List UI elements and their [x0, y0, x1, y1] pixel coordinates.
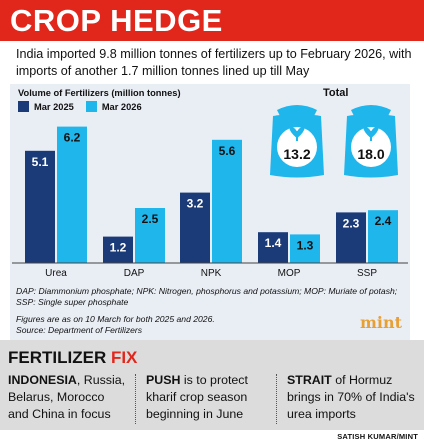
data-label-mop-mar2025: 1.4	[265, 236, 282, 250]
chart-title: Volume of Fertilizers (million tonnes)	[18, 88, 181, 98]
fix-title-part1: FERTILIZER	[8, 348, 107, 367]
header-banner: CROP HEDGE	[0, 0, 424, 41]
fertilizer-bag-icon	[270, 105, 324, 178]
legend-swatch-mar2025	[18, 101, 29, 112]
data-label-urea-mar2025: 5.1	[32, 155, 49, 169]
fix-divider-2	[276, 374, 277, 424]
legend-label-mar2025: Mar 2025	[34, 101, 74, 112]
note-source: Source: Department of Fertilizers	[16, 325, 143, 335]
x-tick-label-npk: NPK	[201, 268, 222, 279]
credit: SATISH KUMAR/MINT	[337, 432, 418, 441]
note-line1: Figures are as on 10 March for both 2025…	[16, 314, 215, 324]
fix-item-1-bold: INDONESIA	[8, 373, 77, 387]
bar-urea-mar2025	[25, 150, 55, 263]
data-label-dap-mar2025: 1.2	[110, 241, 127, 255]
fix-item-2: PUSH is to protect kharif crop season be…	[146, 372, 268, 423]
fertilizer-bag-icon	[344, 105, 398, 178]
bar-dap-mar2025	[103, 236, 133, 263]
x-tick-label-urea: Urea	[45, 268, 67, 279]
total-value-mar2026: 18.0	[357, 146, 385, 162]
fix-item-2-text: is to protect kharif crop season beginni…	[146, 373, 248, 421]
data-label-urea-mar2026: 6.2	[64, 131, 81, 145]
fix-item-3-text: of Hormuz brings in 70% of India's urea …	[287, 373, 415, 421]
bar-npk-mar2026	[212, 139, 242, 263]
x-tick-label-mop: MOP	[278, 268, 301, 279]
fix-title-part2: FIX	[110, 348, 138, 367]
mint-logo: mint	[360, 313, 403, 332]
data-label-ssp-mar2025: 2.3	[343, 216, 360, 230]
subtitle: India imported 9.8 million tonnes of fer…	[16, 47, 412, 78]
chart-svg: 5.1 6.2 1.2 2.5 3.2 5.6 1.4 1.3 2.3 2.4 Urea DAP NP…	[12, 105, 408, 279]
legend-label-mar2026: Mar 2026	[101, 101, 142, 112]
data-label-ssp-mar2026: 2.4	[375, 214, 392, 228]
source-note: Figures are as on 10 March for both 2025…	[16, 314, 336, 336]
data-label-npk-mar2025: 3.2	[187, 197, 204, 211]
fertilizer-fix-box	[0, 340, 424, 430]
fix-item-2-bold: PUSH	[146, 373, 181, 387]
bar-npk-mar2025	[180, 192, 210, 263]
legend-item-mar2025: Mar 2025	[18, 101, 74, 112]
page-title: CROP HEDGE	[10, 3, 223, 38]
chart-legend: Mar 2025 Mar 2026	[18, 101, 154, 112]
data-label-npk-mar2026: 5.6	[219, 144, 236, 158]
total-value-mar2025: 13.2	[283, 146, 311, 162]
legend-item-mar2026: Mar 2026	[85, 101, 142, 112]
bar-ssp-mar2025	[336, 212, 366, 263]
footnote: DAP: Diammonium phosphate; NPK: Nitrogen…	[16, 286, 398, 307]
total-title: Total	[323, 87, 349, 99]
bar-dap-mar2026	[135, 208, 165, 263]
data-label-dap-mar2026: 2.5	[142, 212, 159, 226]
fix-item-1-text: , Russia, Belarus, Morocco and China in …	[8, 373, 126, 421]
fix-divider-1	[135, 374, 136, 424]
fix-item-3: STRAIT of Hormuz brings in 70% of India'…	[287, 372, 417, 423]
bar-mop-mar2025	[258, 232, 288, 263]
fix-item-1: INDONESIA, Russia, Belarus, Morocco and …	[8, 372, 128, 423]
legend-swatch-mar2026	[85, 101, 97, 112]
fix-item-3-bold: STRAIT	[287, 373, 332, 387]
x-tick-label-ssp: SSP	[357, 268, 377, 279]
bar-urea-mar2026	[57, 126, 87, 263]
fix-title: FERTILIZER FIX	[8, 348, 137, 368]
x-tick-label-dap: DAP	[124, 268, 145, 279]
data-label-mop-mar2026: 1.3	[297, 238, 314, 252]
bar-ssp-mar2026	[368, 210, 398, 263]
bar-mop-mar2026	[290, 234, 320, 263]
